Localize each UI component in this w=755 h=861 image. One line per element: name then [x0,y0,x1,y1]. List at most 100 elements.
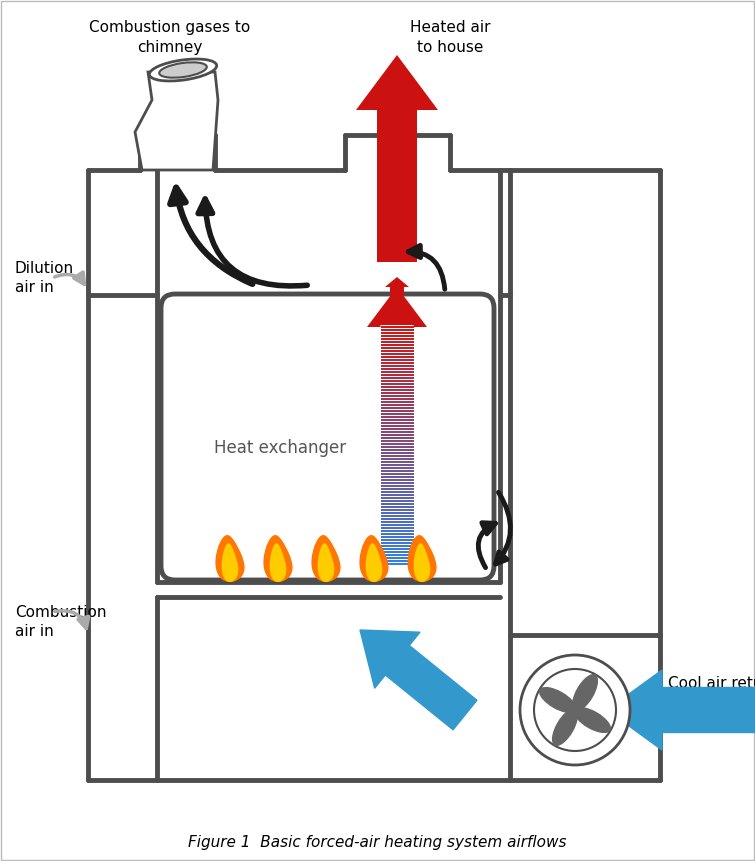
FancyArrow shape [381,329,414,331]
Polygon shape [414,543,430,582]
FancyArrow shape [381,449,414,451]
Ellipse shape [149,59,217,81]
FancyArrow shape [381,506,414,508]
FancyArrow shape [381,530,414,532]
FancyArrowPatch shape [170,188,252,284]
FancyArrow shape [381,488,414,490]
FancyArrow shape [381,512,414,514]
Text: Heat exchanger: Heat exchanger [214,439,346,457]
FancyArrow shape [381,338,414,340]
FancyArrow shape [381,494,414,496]
FancyArrow shape [381,563,414,565]
FancyArrow shape [381,437,414,439]
FancyArrow shape [381,455,414,457]
Polygon shape [408,535,436,582]
Polygon shape [311,535,341,582]
FancyArrow shape [360,630,477,730]
FancyArrowPatch shape [54,272,85,284]
Polygon shape [135,72,218,170]
FancyArrow shape [381,344,414,346]
FancyArrow shape [381,368,414,370]
FancyArrow shape [381,410,414,412]
FancyArrow shape [381,431,414,433]
Ellipse shape [552,709,578,746]
FancyArrow shape [381,398,414,400]
FancyArrow shape [381,407,414,409]
FancyArrowPatch shape [408,245,445,289]
FancyArrow shape [381,434,414,436]
FancyArrow shape [381,473,414,475]
Text: Cool air return from
house: Cool air return from house [668,676,755,710]
FancyArrow shape [381,377,414,379]
Polygon shape [215,535,245,582]
FancyArrow shape [381,335,414,337]
FancyArrow shape [381,479,414,481]
FancyArrow shape [381,458,414,460]
Text: Figure 1  Basic forced-air heating system airflows: Figure 1 Basic forced-air heating system… [188,835,566,850]
FancyArrow shape [381,554,414,556]
FancyArrow shape [381,389,414,391]
FancyArrow shape [381,485,414,487]
FancyArrow shape [381,536,414,538]
FancyArrow shape [381,440,414,442]
Text: Combustion gases to
chimney: Combustion gases to chimney [89,20,251,55]
FancyArrow shape [381,491,414,493]
Circle shape [534,669,616,751]
FancyArrow shape [381,371,414,373]
FancyArrow shape [381,533,414,535]
FancyArrow shape [381,545,414,547]
Polygon shape [365,543,382,582]
FancyArrow shape [381,518,414,520]
Polygon shape [222,543,239,582]
FancyArrow shape [381,326,414,328]
FancyArrow shape [381,356,414,358]
FancyArrow shape [381,359,414,361]
Ellipse shape [539,687,576,713]
FancyArrow shape [356,55,438,262]
FancyArrowPatch shape [198,199,307,286]
FancyArrow shape [381,515,414,517]
FancyArrow shape [381,497,414,499]
FancyArrow shape [381,557,414,559]
Ellipse shape [574,707,611,733]
FancyArrow shape [381,353,414,355]
Circle shape [568,703,582,717]
FancyArrow shape [381,524,414,526]
FancyArrowPatch shape [54,610,89,629]
FancyArrow shape [607,670,755,750]
FancyArrow shape [381,380,414,382]
FancyArrow shape [381,428,414,430]
FancyArrow shape [381,347,414,349]
FancyArrow shape [381,404,414,406]
FancyArrow shape [381,386,414,388]
FancyArrow shape [381,476,414,478]
FancyArrow shape [381,542,414,544]
FancyArrow shape [381,425,414,427]
Polygon shape [359,535,389,582]
Polygon shape [263,535,293,582]
FancyArrowPatch shape [478,523,495,567]
FancyArrow shape [381,341,414,343]
Text: Combustion
air in: Combustion air in [15,604,106,640]
FancyArrow shape [381,332,414,334]
FancyArrow shape [381,350,414,352]
FancyArrow shape [381,362,414,364]
FancyArrow shape [385,277,409,295]
FancyArrow shape [381,548,414,550]
FancyArrow shape [381,383,414,385]
FancyArrow shape [381,503,414,505]
FancyArrow shape [381,452,414,454]
Ellipse shape [159,62,207,77]
FancyArrow shape [381,401,414,403]
FancyArrow shape [381,464,414,466]
FancyBboxPatch shape [161,294,494,580]
FancyArrow shape [381,470,414,472]
FancyArrow shape [381,500,414,502]
Polygon shape [318,543,334,582]
FancyArrow shape [381,467,414,469]
FancyArrow shape [367,287,427,327]
FancyArrow shape [381,395,414,397]
FancyArrow shape [381,560,414,562]
FancyArrow shape [381,419,414,421]
FancyArrow shape [381,446,414,448]
